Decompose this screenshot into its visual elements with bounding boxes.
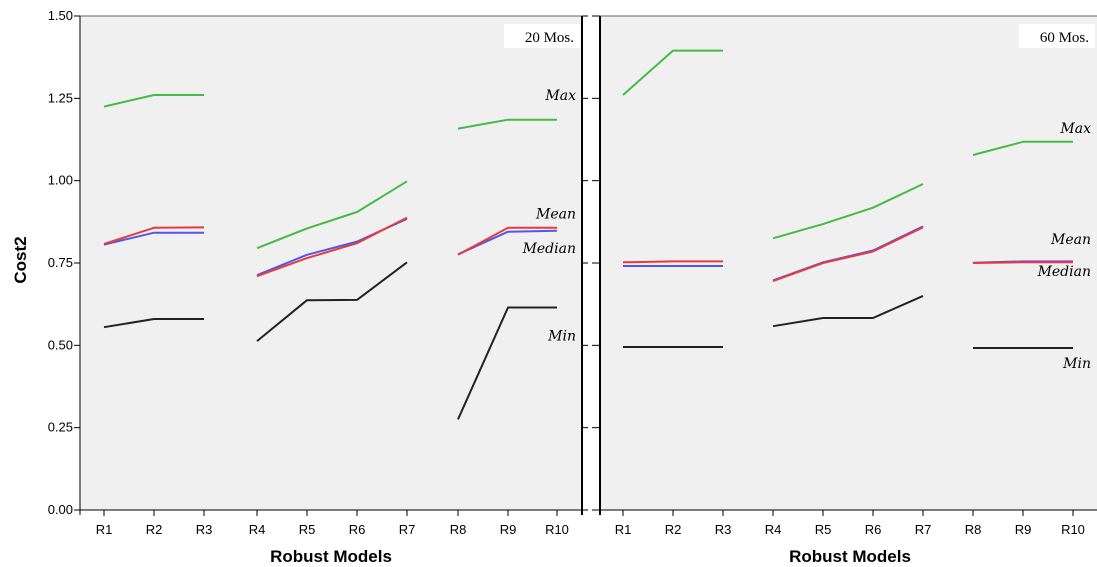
x-tick-label: R5 (299, 522, 316, 537)
panels-layer: Max Mean Median Min 20 Mos. Max Mean Median Min 6… (74, 15, 1097, 515)
series-line-mean-3 (972, 261, 1073, 264)
panel-1: Max Mean Median Min 20 Mos. (74, 15, 588, 515)
x-tick-label: R1 (96, 522, 113, 537)
series-line-min-2 (772, 294, 924, 328)
x-tick-label: R10 (545, 522, 569, 537)
series-label-min: Min (1062, 356, 1091, 372)
series-label-median: Median (522, 241, 576, 257)
y-tick-label: 0.25 (48, 420, 73, 435)
panel-label: 20 Mos. (525, 30, 574, 46)
x-tick-label: R9 (1015, 522, 1032, 537)
x-tick-label: R2 (146, 522, 163, 537)
x-tick-label: R10 (1061, 522, 1085, 537)
series-line-max-3 (972, 140, 1073, 156)
series-label-max: Max (1059, 121, 1091, 137)
panel-background (80, 16, 582, 510)
series-label-max: Max (544, 88, 576, 104)
series-label-median: Median (1037, 264, 1091, 280)
x-tick-label: R3 (715, 522, 732, 537)
y-axis-title: Cost2 (11, 236, 30, 283)
series-line-max-2 (256, 180, 408, 250)
x-tick-label: R8 (965, 522, 982, 537)
series-line-mean-2 (772, 226, 924, 283)
y-tick-label: 0.00 (48, 502, 73, 517)
series-line-mean-2 (256, 216, 408, 278)
x-tick-label: R4 (765, 522, 782, 537)
y-tick-label: 0.50 (48, 337, 73, 352)
panel-label-box (1019, 24, 1095, 48)
x-tick-label: R4 (249, 522, 266, 537)
series-line-min-3 (457, 306, 557, 420)
x-tick-label: R1 (615, 522, 632, 537)
x-tick-label: R2 (665, 522, 682, 537)
x-tick-label: R9 (500, 522, 517, 537)
y-tick-label: 0.75 (48, 255, 73, 270)
x-tick-label: R7 (915, 522, 932, 537)
series-label-mean: Mean (535, 207, 576, 223)
series-line-mean-1 (622, 260, 723, 264)
series-label-mean: Mean (1050, 232, 1091, 248)
y-tick-label: 1.00 (48, 173, 73, 188)
x-axis: R1 R2 R3 R4 R5 R6 R7 R8 R9 R10 R1 R2 R3 R4 R5 R6 R7 R8 R9 R… (96, 510, 1085, 537)
x-tick-label: R3 (196, 522, 213, 537)
x-tick-label: R5 (815, 522, 832, 537)
series-line-min-1 (103, 318, 204, 329)
x-tick-label: R8 (450, 522, 467, 537)
series-line-max-1 (622, 49, 723, 96)
y-tick-label: 1.25 (48, 90, 73, 105)
x-tick-label: R6 (349, 522, 366, 537)
panel-label-box (504, 24, 580, 48)
panel-2: Max Mean Median Min 60 Mos. (592, 15, 1097, 515)
x-tick-label: R6 (865, 522, 882, 537)
series-line-mean-1 (103, 226, 205, 245)
series-line-max-2 (772, 183, 924, 240)
series-line-mean-3 (457, 226, 557, 256)
panel-label: 60 Mos. (1040, 30, 1089, 46)
y-axis: 0.00 0.25 0.50 0.75 1.00 1.25 1.50 (48, 8, 73, 517)
series-line-median-1 (103, 231, 204, 246)
series-line-max-3 (457, 118, 557, 130)
x-axis-title-right: Robust Models (789, 547, 911, 566)
x-axis-title-left: Robust Models (270, 547, 392, 566)
y-tick-label: 1.50 (48, 8, 73, 23)
x-tick-label: R7 (399, 522, 416, 537)
series-line-max-1 (103, 94, 204, 108)
series-label-min: Min (547, 328, 576, 344)
series-line-min-2 (256, 261, 408, 342)
